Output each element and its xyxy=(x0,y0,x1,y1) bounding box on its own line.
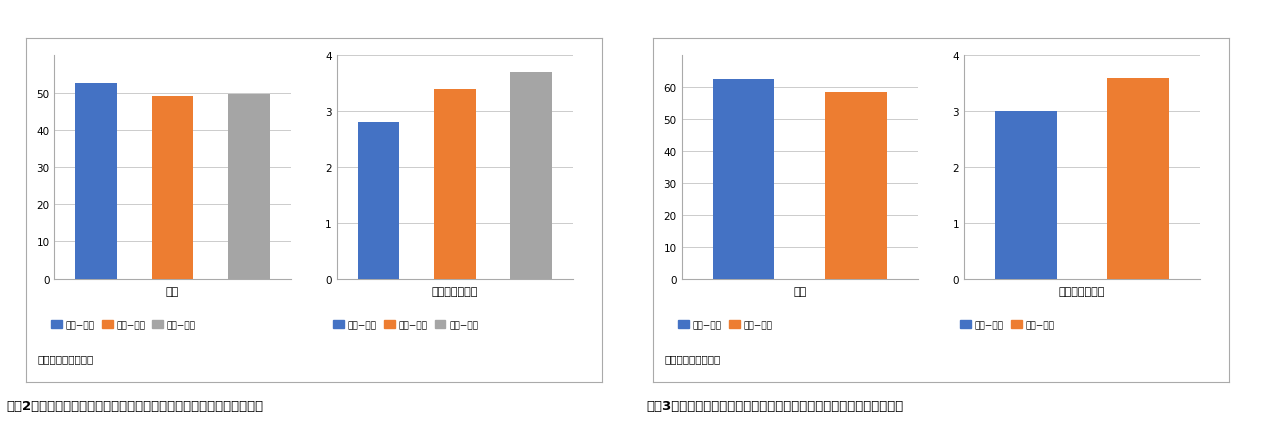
Text: （縦軸はすべて％）: （縦軸はすべて％） xyxy=(664,353,721,363)
Bar xyxy=(228,95,270,279)
Bar xyxy=(434,90,476,279)
Text: 【図2：二絨毛膜二羊膜性双胎における胎児の性別と妊娠アウトカム】: 【図2：二絨毛膜二羊膜性双胎における胎児の性別と妊娠アウトカム】 xyxy=(6,399,264,412)
Bar xyxy=(995,112,1056,279)
Bar xyxy=(76,84,118,279)
Legend: 男児−男児, 男児−女児, 女児−女児: 男児−男児, 男児−女児, 女児−女児 xyxy=(330,317,481,333)
Bar xyxy=(357,123,399,279)
Bar xyxy=(713,80,774,279)
Legend: 男児−男児, 女児−女児: 男児−男児, 女児−女児 xyxy=(957,317,1059,333)
Text: 【図3：一絨毛膜二羊膜性双胎における胎児の性別と妊娠アウトカム】: 【図3：一絨毛膜二羊膜性双胎における胎児の性別と妊娠アウトカム】 xyxy=(646,399,904,412)
Bar xyxy=(509,73,552,279)
Text: （縦軸はすべて％）: （縦軸はすべて％） xyxy=(37,353,93,363)
Bar xyxy=(826,93,887,279)
Bar xyxy=(1107,79,1169,279)
X-axis label: 妊娠高血圧腎症: 妊娠高血圧腎症 xyxy=(1059,286,1105,296)
Legend: 男児−男児, 女児−女児: 男児−男児, 女児−女児 xyxy=(675,317,776,333)
X-axis label: 早産: 早産 xyxy=(166,286,179,296)
Legend: 男児−男児, 男児−女児, 女児−女児: 男児−男児, 男児−女児, 女児−女児 xyxy=(47,317,200,333)
X-axis label: 早産: 早産 xyxy=(794,286,806,296)
Bar xyxy=(151,97,193,279)
X-axis label: 妊娠高血圧腎症: 妊娠高血圧腎症 xyxy=(431,286,477,296)
